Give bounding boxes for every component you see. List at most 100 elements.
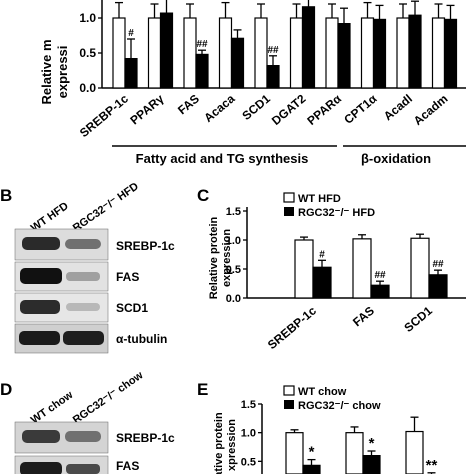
bar-wt — [431, 17, 446, 89]
y-tick-label: 1.0 — [79, 11, 96, 25]
bar-ko — [362, 455, 381, 474]
panel-c: C Relative protein expression WT HFD RGC… — [197, 186, 466, 352]
x-tick-label: SREBP-1c — [77, 91, 131, 140]
panel-c-ylabel-line1: Relative protein — [208, 216, 220, 299]
panel-e-ylabel-line1: ative protein — [213, 412, 225, 474]
blot-band — [20, 268, 62, 284]
x-tick-label: SCD1 — [239, 91, 273, 123]
legend-swatch-ko — [284, 400, 294, 409]
panel-c-bars: ##### — [294, 233, 448, 299]
bar-wt — [410, 237, 430, 299]
lane-label-ko-hfd: RGC32⁻/⁻ HFD — [71, 180, 141, 234]
legend-swatch-wt — [283, 385, 295, 396]
panel-d: D WT chow RGC32⁻/⁻ chow SREBP-1c FAS — [0, 369, 175, 474]
bar-ko — [159, 12, 174, 89]
group-label-fatty-acid: Fatty acid and TG synthesis — [136, 151, 309, 166]
panel-a: Relative m expressi 0.00.51.0 ##### SREB… — [39, 0, 466, 166]
legend-label-wt: WT HFD — [298, 193, 341, 205]
bar-ko — [266, 64, 280, 89]
blot-srebp1c — [14, 228, 109, 261]
x-tick-label: DGAT2 — [269, 91, 309, 128]
panel-e-axes: 0.5 1.0 1.5 — [241, 399, 263, 474]
x-tick-label: PPARγ — [127, 91, 166, 127]
y-tick-label: 0.5 — [241, 456, 256, 468]
bar-wt — [345, 432, 364, 474]
band-label-fas: FAS — [116, 270, 139, 284]
panel-a-bars: ##### — [112, 0, 458, 89]
significance-mark: * — [309, 444, 315, 461]
panel-c-letter: C — [197, 186, 209, 205]
panel-e-ylabel-line2: xpression — [226, 419, 238, 471]
bar-ko — [370, 284, 390, 299]
bar-wt — [289, 17, 304, 89]
significance-mark: # — [319, 249, 325, 260]
x-tick-label: Acadm — [411, 92, 451, 128]
x-tick-label: FAS — [175, 92, 202, 118]
bar-ko — [124, 57, 138, 89]
bar-wt — [325, 17, 339, 89]
x-tick-label: Acaca — [201, 91, 237, 125]
blot-band — [66, 303, 100, 311]
bar-wt — [147, 17, 162, 89]
blot-band — [66, 464, 100, 474]
band-label-srebp1c: SREBP-1c — [116, 239, 175, 253]
bar-ko — [302, 464, 321, 474]
bar-ko — [443, 18, 458, 89]
bar-ko — [408, 14, 422, 89]
bar-ko — [301, 6, 316, 89]
bar-ko — [312, 266, 332, 299]
bar-ko — [337, 23, 351, 89]
band-label-fas-chow: FAS — [116, 459, 139, 473]
y-tick-label: 1.5 — [226, 206, 241, 218]
band-label-scd1: SCD1 — [116, 301, 148, 315]
bar-ko — [428, 274, 448, 299]
bar-ko — [372, 18, 387, 89]
blot-band — [65, 239, 101, 249]
panel-b: B WT HFD RGC32⁻/⁻ HFD SREBP-1c FAS SCD1 … — [0, 180, 175, 354]
significance-mark: ## — [374, 270, 386, 281]
panel-e-letter: E — [197, 380, 208, 399]
panel-c-tick-labels: SREBP-1c FAS SCD1 — [265, 303, 435, 352]
significance-mark: # — [128, 28, 134, 39]
panel-c-legend: WT HFD RGC32⁻/⁻ HFD — [283, 192, 375, 219]
blot-fas-chow — [14, 455, 109, 474]
panel-d-letter: D — [0, 380, 12, 399]
group-label-beta-oxidation: β-oxidation — [361, 151, 431, 166]
panel-e-legend: WT chow RGC32⁻/⁻ chow — [283, 385, 381, 412]
panel-a-ylabel-line1: Relative m — [39, 39, 54, 104]
significance-mark: * — [369, 435, 375, 452]
blot-band — [20, 300, 60, 314]
legend-swatch-wt — [283, 192, 295, 203]
bar-wt — [360, 17, 375, 89]
lane-label-wt-chow: WT chow — [29, 389, 76, 427]
blot-band — [63, 331, 104, 345]
bar-wt — [183, 17, 197, 89]
blot-band — [22, 430, 60, 443]
lane-label-ko-chow: RGC32⁻/⁻ chow — [71, 369, 146, 426]
blot-band — [65, 431, 101, 442]
bar-wt — [294, 239, 314, 299]
blot-band — [19, 331, 60, 345]
x-tick-label: CPT1α — [341, 91, 380, 127]
significance-mark: ## — [267, 45, 279, 56]
legend-label-wt: WT chow — [298, 386, 347, 398]
x-tick-label: SCD1 — [401, 303, 435, 335]
y-tick-label: 1.0 — [226, 235, 241, 247]
significance-mark: ## — [432, 259, 444, 270]
significance-mark: ** — [426, 457, 438, 474]
legend-swatch-ko — [284, 207, 294, 216]
y-tick-label: 0.0 — [226, 293, 241, 305]
bar-ko — [230, 37, 245, 89]
bar-wt — [285, 432, 304, 474]
blot-scd1 — [14, 292, 109, 323]
y-tick-label: 1.0 — [241, 428, 256, 440]
blot-band — [22, 237, 60, 250]
x-tick-label: PPARα — [304, 91, 344, 128]
bar-wt — [218, 17, 233, 89]
panel-c-ylabel-line2: expression — [221, 229, 233, 287]
bar-wt — [352, 238, 372, 299]
y-tick-label: 1.5 — [241, 399, 256, 411]
y-tick-label: 0.5 — [79, 46, 96, 60]
